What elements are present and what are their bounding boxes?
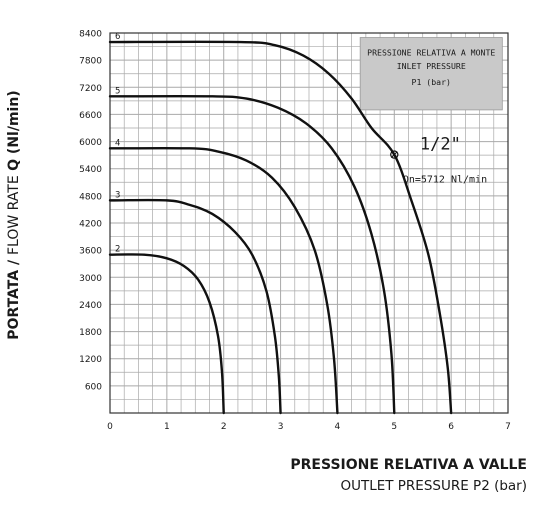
y-tick-label: 6000 bbox=[79, 138, 102, 148]
x-tick-label: 6 bbox=[448, 422, 454, 432]
y-axis-label: PORTATA / FLOW RATE Q (Nl/min) bbox=[6, 50, 22, 380]
x-tick-label: 3 bbox=[278, 422, 284, 432]
x-axis-label-main: PRESSIONE RELATIVA A VALLE bbox=[290, 457, 527, 473]
y-tick-label: 4200 bbox=[79, 220, 102, 230]
y-tick-label: 5400 bbox=[79, 165, 102, 175]
x-tick-label: 2 bbox=[221, 422, 227, 432]
x-tick-label: 4 bbox=[335, 422, 341, 432]
marked-point-cross-b bbox=[390, 151, 398, 158]
y-tick-label: 6600 bbox=[79, 111, 102, 121]
series-label-4: 4 bbox=[115, 138, 120, 148]
y-axis-label-wrap: PORTATA / FLOW RATE Q (Nl/min) bbox=[6, 50, 28, 380]
x-tick-label: 1 bbox=[164, 422, 170, 432]
legend-line-1: PRESSIONE RELATIVA A MONTE bbox=[367, 48, 495, 58]
y-tick-label: 1800 bbox=[79, 328, 102, 338]
x-axis-label-sub: OUTLET PRESSURE P2 (bar) bbox=[340, 478, 527, 494]
marked-point bbox=[390, 150, 399, 159]
x-tick-label: 7 bbox=[505, 422, 511, 432]
y-tick-label: 3600 bbox=[79, 247, 102, 257]
y-tick-label: 2400 bbox=[79, 301, 102, 311]
series-curve-6 bbox=[108, 40, 453, 415]
series-label-2: 2 bbox=[115, 245, 120, 255]
y-tick-label: 8400 bbox=[79, 30, 102, 40]
qn-annotation: Qn=5712 Nl/min bbox=[403, 174, 487, 185]
series-curve-5 bbox=[108, 94, 396, 415]
y-tick-label: 600 bbox=[85, 382, 102, 392]
legend-box bbox=[359, 37, 503, 111]
curves bbox=[108, 40, 453, 415]
series-label-5: 5 bbox=[115, 86, 120, 96]
legend-line-2: INLET PRESSURE bbox=[397, 61, 466, 71]
y-tick-label: 1200 bbox=[79, 355, 102, 365]
y-axis-label-bold-1: PORTATA / bbox=[6, 255, 22, 340]
y-axis-label-bold-2: Q bbox=[6, 158, 22, 171]
size-label: 1/2" bbox=[420, 134, 461, 154]
y-tick-label: 4800 bbox=[79, 192, 102, 202]
series-label-6: 6 bbox=[115, 32, 120, 42]
y-axis-label-regular: FLOW RATE bbox=[6, 170, 22, 256]
y-tick-label: 7800 bbox=[79, 57, 102, 67]
x-tick-label: 0 bbox=[107, 422, 113, 432]
y-tick-label: 3000 bbox=[79, 274, 102, 284]
series-curve-3 bbox=[108, 198, 282, 415]
legend-line-3: P1 (bar) bbox=[412, 77, 451, 87]
y-axis-label-bold-3: (Nl/min) bbox=[6, 90, 22, 159]
series-curve-2 bbox=[108, 253, 225, 415]
series-curve-4 bbox=[108, 146, 339, 415]
series-label-3: 3 bbox=[115, 190, 120, 200]
plot-frame bbox=[109, 32, 509, 414]
y-tick-label: 7200 bbox=[79, 84, 102, 94]
x-tick-label: 5 bbox=[391, 422, 397, 432]
